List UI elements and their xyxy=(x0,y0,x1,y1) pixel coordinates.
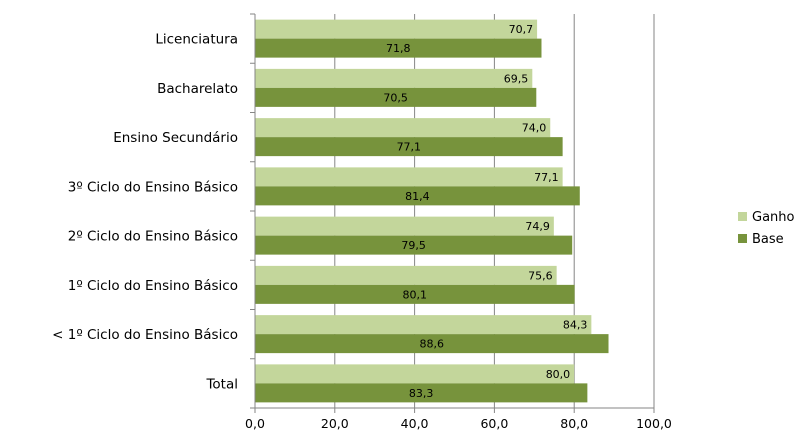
bar-ganho xyxy=(255,118,551,138)
x-tick-label: 40,0 xyxy=(401,416,429,431)
bar-base xyxy=(255,87,537,107)
category-label: Licenciatura xyxy=(155,32,238,48)
data-label: 81,4 xyxy=(405,190,430,203)
bar-ganho xyxy=(255,216,554,236)
category-label: Bacharelato xyxy=(157,81,238,97)
data-label: 83,3 xyxy=(409,387,434,400)
data-label: 70,5 xyxy=(383,91,408,104)
x-tick-label: 0,0 xyxy=(245,416,265,431)
bar-base xyxy=(255,334,609,354)
bar-base xyxy=(255,186,580,206)
category-label: Total xyxy=(205,376,238,392)
category-label: 1º Ciclo do Ensino Básico xyxy=(68,278,238,294)
category-label: 3º Ciclo do Ensino Básico xyxy=(68,179,238,195)
x-tick-label: 80,0 xyxy=(560,416,588,431)
data-label: 70,7 xyxy=(509,23,534,36)
data-labels: 70,7 71,8 69,5 70,5 74,0 77,1 77,1 81,4 74,9 79,5… xyxy=(383,23,587,400)
data-label: 79,5 xyxy=(401,239,426,252)
legend-swatch-base xyxy=(738,234,747,243)
data-label: 77,1 xyxy=(397,141,422,154)
legend-swatch-ganho xyxy=(738,212,747,221)
bar-ganho xyxy=(255,315,592,335)
x-tick-label: 20,0 xyxy=(321,416,349,431)
data-label: 80,0 xyxy=(546,368,571,381)
data-label: 84,3 xyxy=(563,319,588,332)
category-labels: Licenciatura Bacharelato Ensino Secundário… xyxy=(52,32,238,393)
bar-ganho xyxy=(255,265,557,285)
legend-label-ganho: Ganho xyxy=(752,210,795,225)
bar-base xyxy=(255,284,575,304)
data-label: 74,9 xyxy=(525,220,550,233)
data-label: 80,1 xyxy=(403,288,428,301)
bar-base xyxy=(255,38,542,58)
bars xyxy=(255,19,609,403)
data-label: 71,8 xyxy=(386,42,411,55)
data-label: 88,6 xyxy=(420,338,445,351)
bar-ganho xyxy=(255,68,533,88)
bar-base xyxy=(255,235,573,255)
x-tick-label: 100,0 xyxy=(636,416,672,431)
legend-label-base: Base xyxy=(752,232,784,247)
x-tick-labels: 0,0 20,0 40,0 60,0 80,0 100,0 xyxy=(245,416,672,431)
data-label: 77,1 xyxy=(534,171,559,184)
category-label: < 1º Ciclo do Ensino Básico xyxy=(52,327,238,343)
bar-ganho xyxy=(255,167,563,187)
legend: Ganho Base xyxy=(738,210,795,247)
data-label: 75,6 xyxy=(528,269,553,282)
category-label: Ensino Secundário xyxy=(113,130,238,146)
bar-base xyxy=(255,383,588,403)
x-tick-label: 60,0 xyxy=(480,416,508,431)
bar-ganho xyxy=(255,364,575,384)
data-label: 69,5 xyxy=(504,72,529,85)
bar-base xyxy=(255,137,563,157)
axis xyxy=(250,13,655,413)
bar-ganho xyxy=(255,19,538,39)
category-label: 2º Ciclo do Ensino Básico xyxy=(68,229,238,245)
data-label: 74,0 xyxy=(522,122,547,135)
